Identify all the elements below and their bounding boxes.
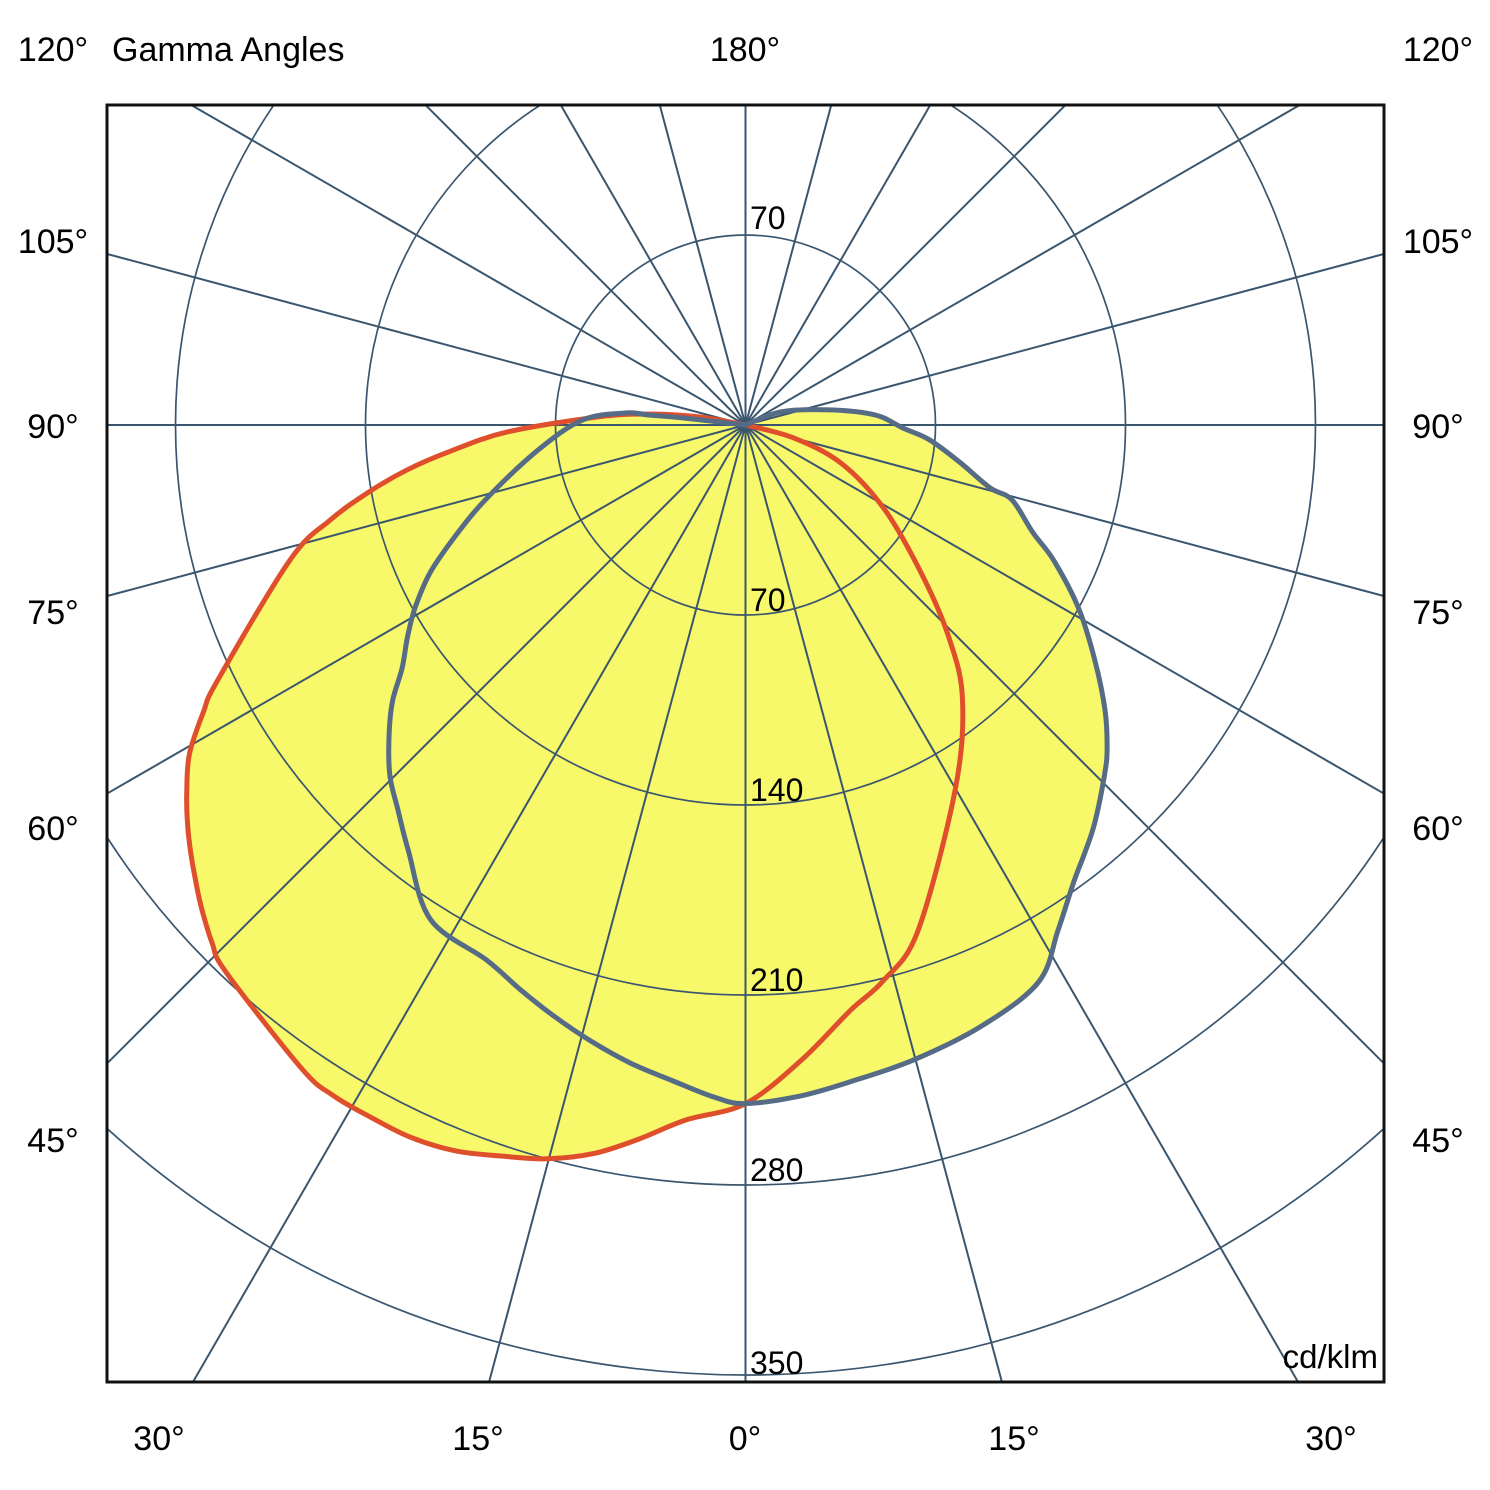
polar-grid-ray-30 — [744, 424, 1300, 1382]
gamma-label-right-120: 120° — [1403, 31, 1473, 69]
gamma-label-left-120: 120° — [18, 31, 88, 69]
gamma-label-right-60: 60° — [1412, 810, 1463, 848]
gamma-label-left-75: 75° — [27, 594, 78, 632]
gamma-label-bottom-15r: 15° — [988, 1420, 1039, 1458]
gamma-label-top-180: 180° — [710, 31, 780, 69]
polar-grid-ray-150 — [744, 105, 932, 426]
chart-title: Gamma Angles — [112, 31, 344, 69]
polar-grid-ray-300 — [107, 424, 747, 795]
polar-grid-ray-135 — [744, 105, 1067, 426]
radial-label-70-top: 70 — [750, 200, 786, 236]
gamma-label-right-90: 90° — [1412, 408, 1463, 446]
blue-curve — [386, 407, 1110, 1107]
gamma-label-left-60: 60° — [27, 810, 78, 848]
gamma-label-bottom-15l: 15° — [452, 1420, 503, 1458]
polar-grid-ray-45 — [744, 424, 1384, 1065]
polar-grid-ray-255 — [107, 252, 746, 426]
gamma-label-right-45: 45° — [1412, 1122, 1463, 1160]
polar-grid-ray-165 — [744, 105, 833, 426]
radial-label-210: 210 — [750, 962, 803, 998]
polar-grid-ray-210 — [559, 105, 747, 426]
radial-label-70: 70 — [750, 582, 786, 618]
red-curve — [184, 411, 966, 1162]
gamma-label-bottom-30l: 30° — [133, 1420, 184, 1458]
radial-label-140: 140 — [750, 772, 803, 808]
polar-grid-ray-240 — [189, 105, 747, 426]
polar-grid-ray-60 — [744, 424, 1384, 795]
gamma-label-right-75: 75° — [1412, 594, 1463, 632]
gamma-label-left-105: 105° — [18, 223, 88, 261]
polar-grid-ray-345 — [488, 424, 747, 1382]
gamma-label-bottom-30r: 30° — [1305, 1420, 1356, 1458]
polar-grid-ray-105 — [745, 252, 1384, 426]
polar-grid-ray-330 — [191, 424, 747, 1382]
units-label: cd/klm — [1283, 1338, 1378, 1375]
polar-grid-ray-15 — [744, 424, 1003, 1382]
plot-border — [105, 103, 1386, 1384]
gamma-label-bottom-0: 0° — [729, 1420, 762, 1458]
polar-grid-ray-285 — [107, 424, 746, 598]
polar-grid-ray-120 — [744, 105, 1302, 426]
gamma-label-left-45: 45° — [27, 1122, 78, 1160]
gamma-label-left-90: 90° — [27, 408, 78, 446]
radial-label-280: 280 — [750, 1152, 803, 1188]
polar-grid-ray-195 — [658, 105, 747, 426]
polar-grid-ray-225 — [424, 105, 747, 426]
radial-label-350: 350 — [750, 1345, 803, 1381]
polar-grid-ray-75 — [745, 424, 1384, 598]
gamma-label-right-105: 105° — [1403, 223, 1473, 261]
